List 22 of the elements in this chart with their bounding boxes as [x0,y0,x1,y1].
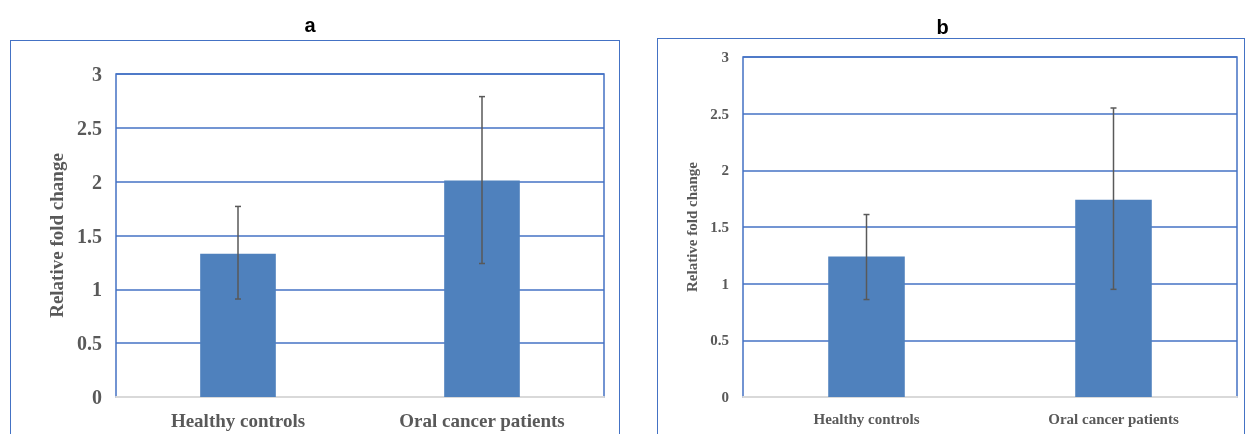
y-tick-label: 0 [721,389,729,405]
y-tick-label: 1.5 [77,224,102,247]
y-tick-label: 2.5 [710,105,729,122]
y-tick-label: 2.5 [77,116,102,139]
x-tick-label: Healthy controls [170,410,306,431]
y-tick-label: 3 [92,63,102,85]
chart-title: a [304,14,317,36]
y-tick-label: 1 [92,278,102,301]
y-tick-label: 1 [721,275,729,292]
x-tick-label: Oral cancer patients [1048,410,1179,427]
x-tick-label: Oral cancer patients [399,410,565,431]
y-tick-label: 2 [721,162,729,179]
y-axis-title: Relative fold change [46,153,67,318]
y-tick-label: 0.5 [77,332,102,355]
y-tick-label: 1.5 [710,219,729,235]
y-axis-title: Relative fold change [683,161,700,292]
x-tick-label: Healthy controls [813,410,920,427]
chart-title: b [936,16,949,38]
y-tick-label: 3 [721,49,729,65]
y-tick-label: 2 [92,170,102,193]
y-tick-label: 0.5 [710,332,729,349]
y-tick-label: 0 [92,386,102,408]
